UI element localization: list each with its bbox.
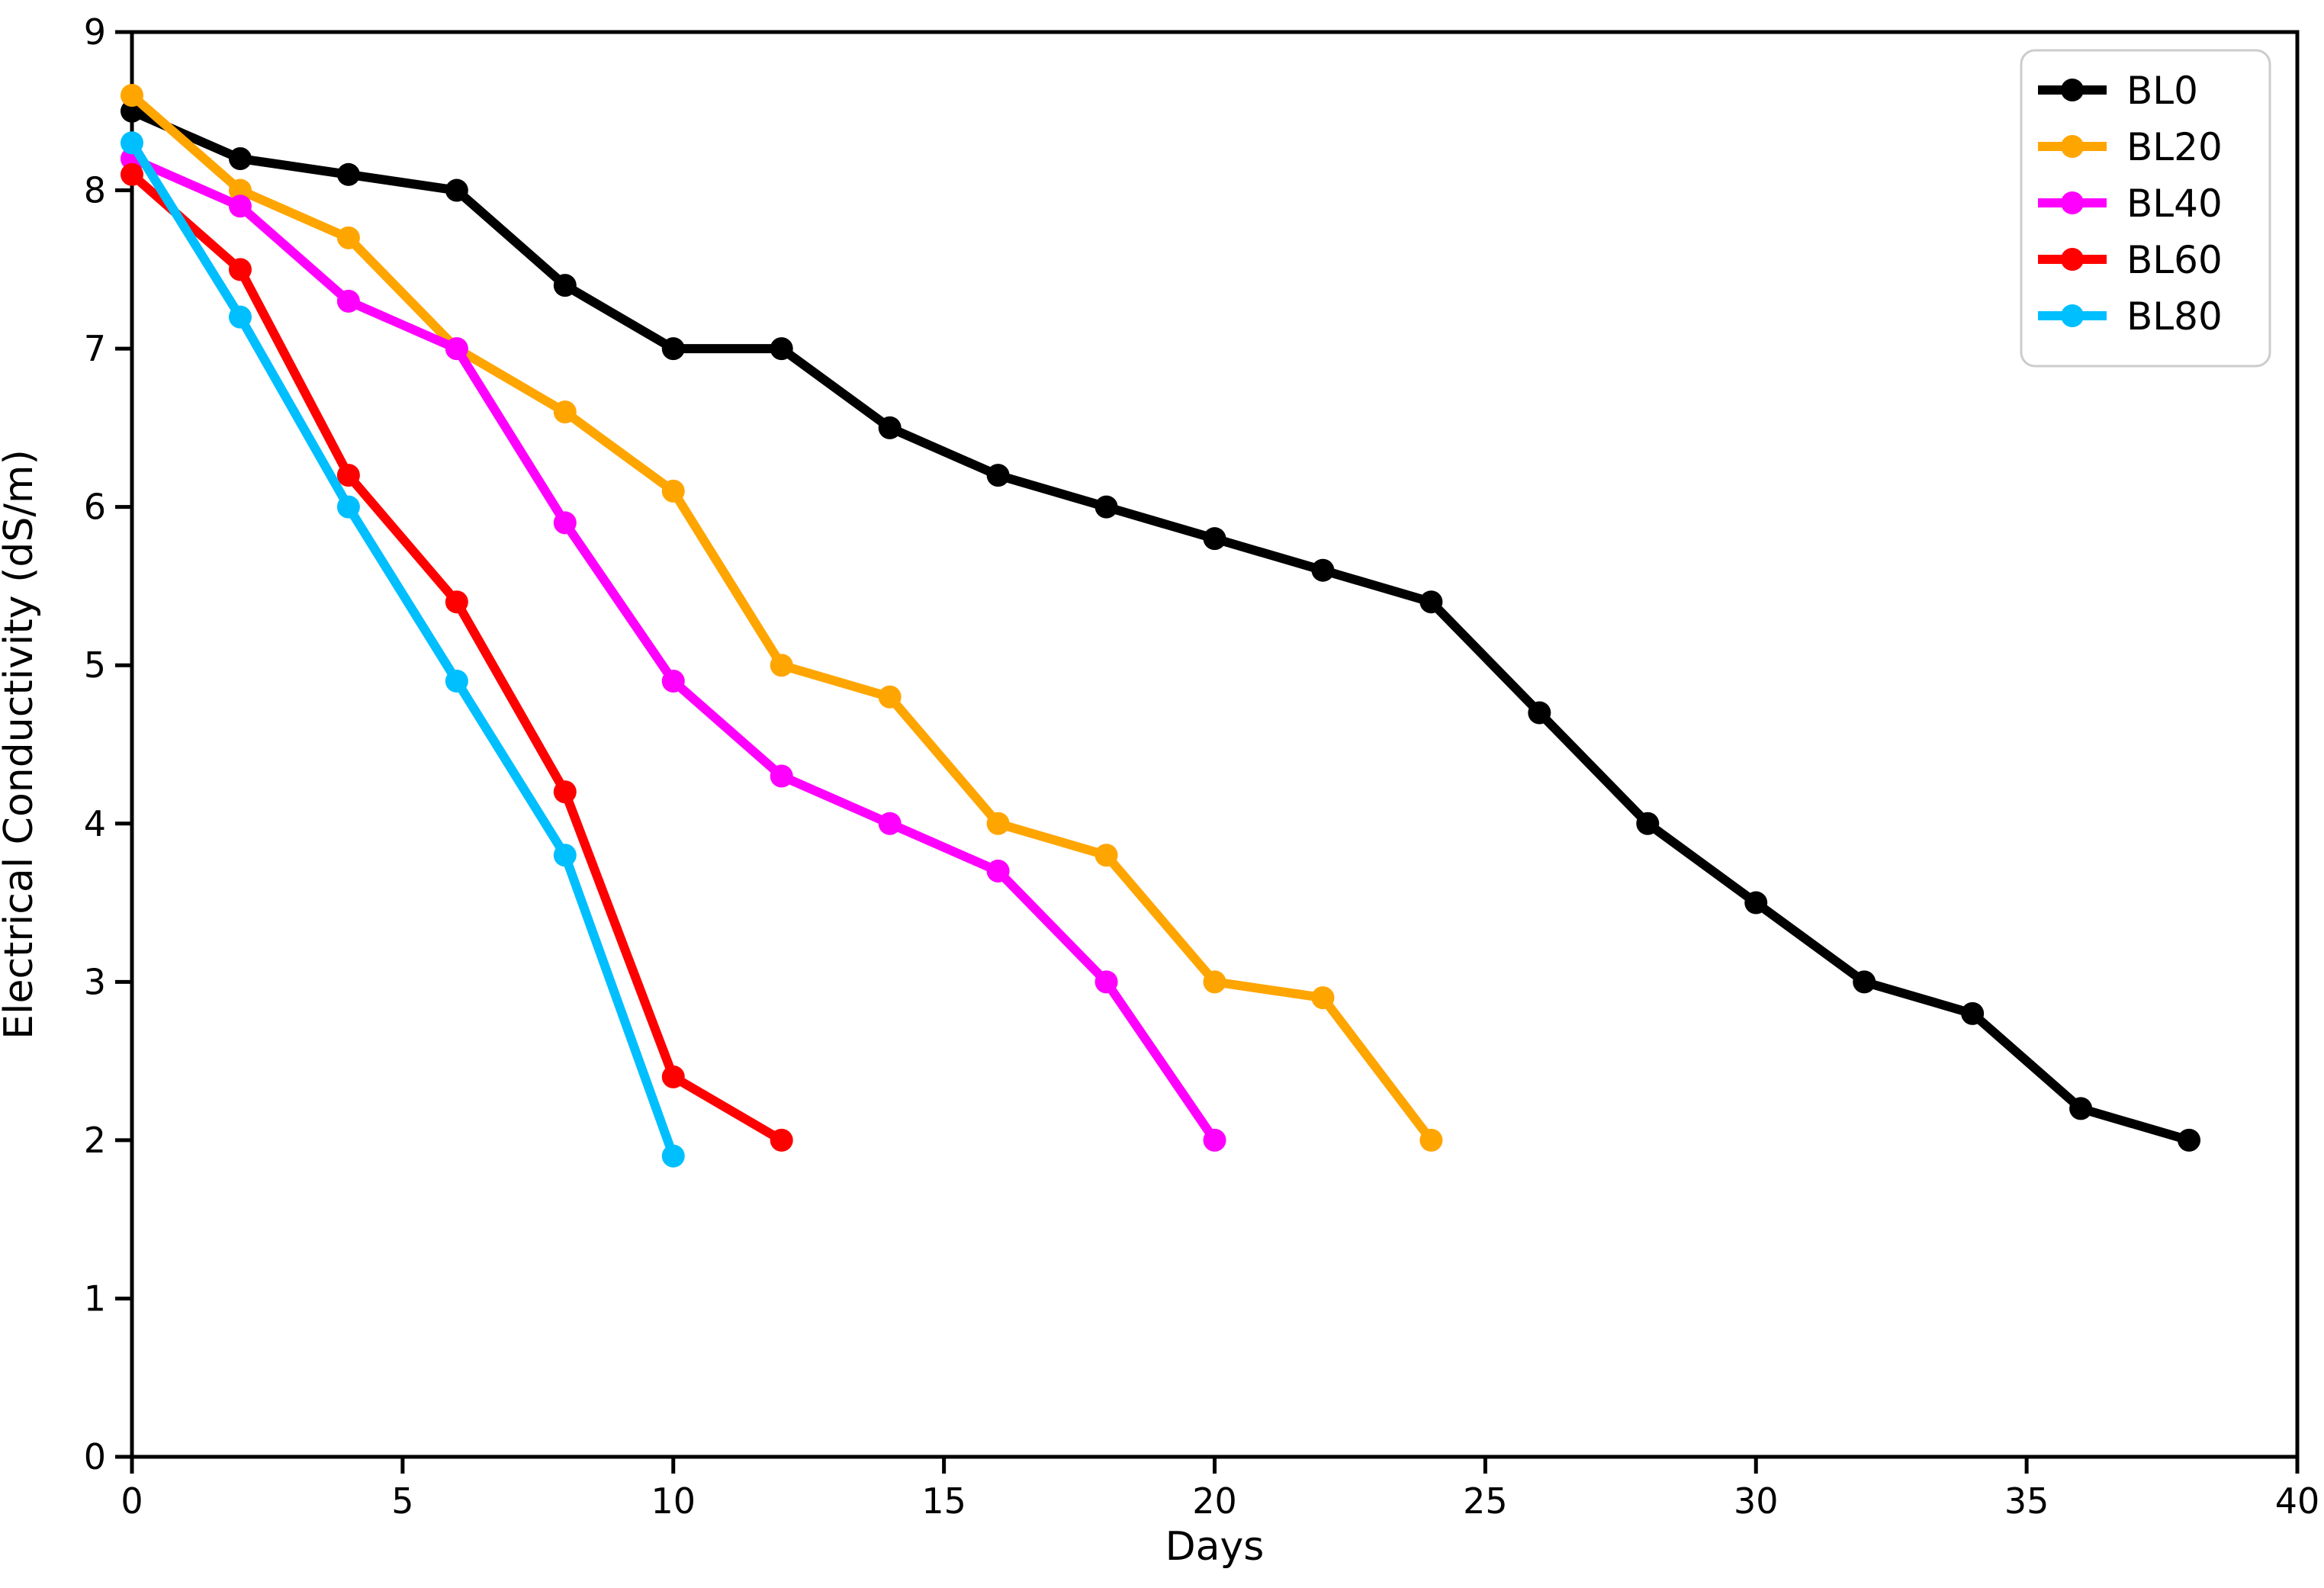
data-point-BL0	[1419, 590, 1443, 614]
data-point-BL60	[553, 780, 577, 804]
data-point-BL40	[770, 764, 793, 788]
data-point-BL0	[661, 337, 685, 361]
data-point-BL0	[1094, 495, 1118, 519]
data-point-BL40	[661, 669, 685, 693]
series-line-BL40	[127, 154, 1220, 1145]
legend-label-BL40: BL40	[2126, 182, 2223, 226]
data-point-BL80	[661, 1144, 685, 1168]
data-point-BL60	[121, 162, 143, 186]
data-point-BL40	[1094, 970, 1118, 994]
plot-frame	[130, 30, 2300, 1459]
legend-label-BL60: BL60	[2126, 238, 2223, 282]
data-point-BL40	[1203, 1128, 1226, 1152]
data-point-BL0	[1311, 558, 1335, 582]
data-point-BL0	[1961, 1001, 1985, 1025]
data-point-BL20	[1419, 1128, 1443, 1152]
y-tick-label: 8	[84, 170, 106, 211]
x-tick-label: 40	[2275, 1480, 2320, 1522]
y-tick-label: 9	[84, 11, 106, 53]
data-point-BL0	[2069, 1097, 2093, 1120]
y-tick-label: 3	[84, 961, 106, 1002]
x-tick-label: 15	[921, 1480, 966, 1522]
x-tick-label: 35	[2004, 1480, 2049, 1522]
data-point-BL20	[986, 812, 1010, 835]
data-point-BL0	[1203, 527, 1226, 551]
data-point-BL20	[336, 226, 360, 249]
y-tick-label: 0	[84, 1436, 106, 1477]
data-point-BL0	[1744, 891, 1768, 915]
data-point-BL0	[878, 416, 902, 439]
data-point-BL60	[228, 258, 252, 281]
data-point-BL0	[336, 162, 360, 186]
data-point-BL40	[553, 511, 577, 535]
data-point-BL20	[1203, 970, 1226, 994]
data-point-BL80	[228, 305, 252, 329]
data-point-BL20	[121, 84, 143, 108]
y-tick-label: 1	[84, 1278, 106, 1319]
data-point-BL20	[770, 654, 793, 677]
data-point-BL0	[986, 464, 1010, 487]
data-point-BL20	[228, 178, 252, 202]
legend-box	[2020, 49, 2271, 368]
y-tick-label: 7	[84, 328, 106, 369]
data-point-BL80	[336, 495, 360, 519]
data-point-BL80	[553, 844, 577, 867]
data-point-BL40	[986, 860, 1010, 883]
x-tick-label: 25	[1463, 1480, 1508, 1522]
data-point-BL0	[228, 147, 252, 171]
legend-marker-BL80	[2061, 304, 2084, 327]
data-point-BL80	[121, 131, 143, 155]
data-point-BL40	[228, 194, 252, 218]
x-axis-title: Days	[1165, 1524, 1265, 1570]
series-line-BL80	[127, 138, 678, 1161]
x-tick-label: 5	[391, 1480, 413, 1522]
data-point-BL40	[336, 289, 360, 313]
data-point-BL60	[445, 590, 468, 614]
legend-marker-BL0	[2061, 79, 2084, 101]
data-point-BL60	[770, 1128, 793, 1152]
data-point-BL0	[1636, 812, 1660, 835]
data-point-BL20	[1094, 844, 1118, 867]
y-tick-label: 2	[84, 1120, 106, 1161]
data-point-BL0	[1528, 701, 1551, 725]
data-point-BL40	[878, 812, 902, 835]
legend-marker-BL60	[2061, 248, 2084, 271]
data-point-BL0	[2178, 1128, 2201, 1152]
data-point-BL60	[661, 1065, 685, 1088]
legend-label-BL20: BL20	[2126, 125, 2223, 169]
data-point-BL0	[770, 337, 793, 361]
x-tick-label: 20	[1192, 1480, 1237, 1522]
data-point-BL20	[1311, 986, 1335, 1010]
data-point-BL40	[445, 337, 468, 361]
x-tick-label: 0	[121, 1480, 143, 1522]
legend-label-BL80: BL80	[2126, 294, 2223, 339]
y-axis-title: Electrical Conductivity (dS/m)	[0, 449, 42, 1040]
data-point-BL20	[553, 400, 577, 424]
data-point-BL20	[661, 479, 685, 503]
x-tick-label: 10	[651, 1480, 696, 1522]
data-point-BL0	[445, 178, 468, 202]
data-point-BL0	[553, 274, 577, 297]
series-line-BL20	[127, 91, 1436, 1145]
data-point-BL60	[336, 464, 360, 487]
series-line-BL0	[127, 106, 2194, 1145]
legend-marker-BL20	[2061, 135, 2084, 158]
legend-label-BL0: BL0	[2126, 69, 2198, 113]
data-point-BL0	[1853, 970, 1876, 994]
y-tick-label: 5	[84, 645, 106, 686]
x-tick-label: 30	[1734, 1480, 1779, 1522]
legend-marker-BL40	[2061, 191, 2084, 214]
data-point-BL80	[445, 669, 468, 693]
y-tick-label: 6	[84, 487, 106, 528]
data-point-BL20	[878, 685, 902, 709]
y-tick-label: 4	[84, 803, 106, 844]
